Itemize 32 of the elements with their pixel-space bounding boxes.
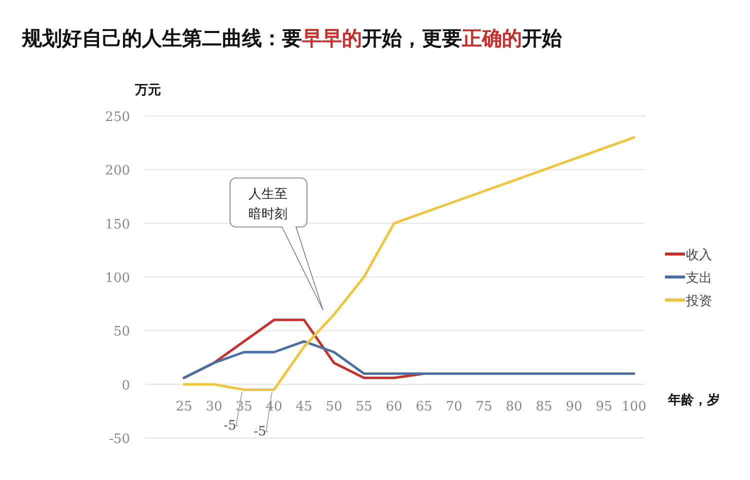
line-series xyxy=(182,136,636,391)
x-tick-label: 100 xyxy=(622,399,646,414)
x-tick-label: 25 xyxy=(176,399,192,414)
legend-label: 投资 xyxy=(685,294,712,309)
x-tick-label: 45 xyxy=(296,399,312,414)
x-axis-title: 年龄，岁 xyxy=(667,393,720,408)
y-tick-label: 150 xyxy=(105,217,130,232)
data-label: -5 xyxy=(224,418,236,434)
x-tick-label: 75 xyxy=(476,399,492,414)
x-tick-label: 65 xyxy=(416,399,432,414)
y-tick-label: 250 xyxy=(105,110,130,125)
x-tick-label: 70 xyxy=(446,399,462,414)
x-tick-label: 60 xyxy=(386,399,402,414)
x-tick-label: 80 xyxy=(506,399,522,414)
y-tick-label: 200 xyxy=(105,164,130,179)
x-tick-label: 90 xyxy=(566,399,582,414)
y-tick-label: -50 xyxy=(109,432,130,447)
legend-label: 支出 xyxy=(686,271,712,286)
y-tick-label: 0 xyxy=(122,378,130,394)
data-label: -5 xyxy=(254,424,266,440)
y-tick-label: 100 xyxy=(105,271,130,286)
x-tick-label: 30 xyxy=(206,399,222,414)
legend-label: 收入 xyxy=(686,248,712,263)
y-axis-title: 万元 xyxy=(134,83,161,98)
x-tick-label: 95 xyxy=(596,399,612,414)
x-tick-label: 55 xyxy=(356,399,372,414)
annotation: 人生至暗时刻 xyxy=(248,187,288,222)
x-tick-label: 50 xyxy=(326,399,342,414)
chart-title: 规划好自己的人生第二曲线：要早早的开始，更要正确的开始 xyxy=(21,26,563,50)
line-series xyxy=(182,340,636,380)
y-tick-label: 50 xyxy=(113,324,130,340)
x-tick-label: 85 xyxy=(536,399,552,414)
